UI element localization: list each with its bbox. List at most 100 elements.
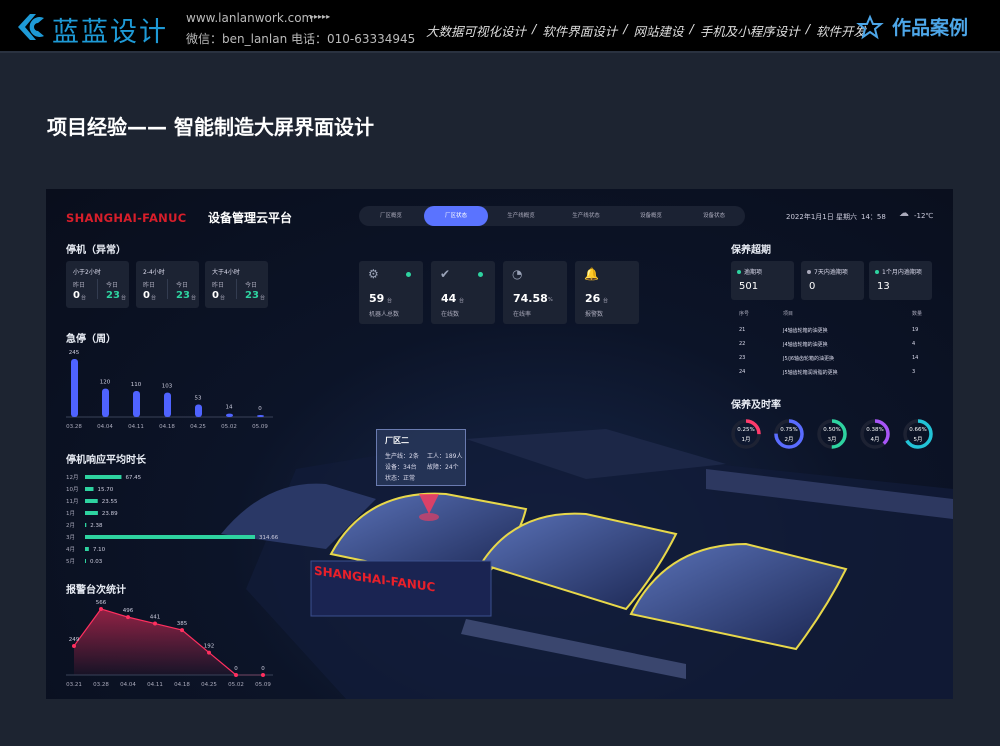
- website[interactable]: www.lanlanwork.com: [186, 11, 314, 25]
- overdue-card: 逾期项 501: [731, 261, 794, 300]
- stat-label: 在线率: [513, 311, 532, 318]
- bar: [85, 523, 87, 527]
- card-label: 小于2小时: [73, 269, 101, 276]
- nav-item[interactable]: 软件开发: [815, 24, 866, 39]
- donut-month: 3月: [827, 437, 837, 443]
- today-value: 23: [245, 290, 259, 301]
- donut-arc: [774, 419, 804, 449]
- tick-label: 10月: [66, 486, 79, 493]
- yesterday-value: 0: [143, 290, 150, 301]
- bar: [85, 487, 94, 491]
- downtime-card: 小于2小时 昨日 今日 0 台 23 台: [66, 261, 129, 308]
- table-header: 序号: [739, 311, 750, 317]
- tick-label: 05.09: [252, 424, 268, 430]
- donut-month: 2月: [784, 437, 794, 443]
- donut-arc: [731, 419, 761, 449]
- tick-label: 04.04: [120, 682, 136, 688]
- donut-value: 0.75%: [780, 427, 798, 433]
- tick-label: 4月: [66, 546, 75, 553]
- nav-item[interactable]: 手机及小程序设计: [699, 24, 800, 39]
- page-title: 项目经验—— 智能制造大屏界面设计: [47, 115, 374, 139]
- yesterday-value: 0: [212, 290, 219, 301]
- today-label: 今日: [245, 282, 258, 289]
- tab-line-status[interactable]: 生产线状态: [572, 213, 600, 219]
- phone: 电话：010-63334945: [291, 32, 416, 46]
- donut-value: 0.25%: [737, 427, 755, 433]
- tick-label: 03.21: [66, 682, 82, 688]
- today-label: 今日: [176, 282, 189, 289]
- factory-3d-scene: [221, 429, 953, 699]
- downtime-card: 2-4小时 昨日 今日 0 台 23 台: [136, 261, 199, 308]
- data-label: 14: [226, 405, 233, 411]
- response-title: 停机响应平均时长: [66, 455, 146, 466]
- stat-value: 44: [441, 292, 457, 305]
- unit: 台: [220, 295, 226, 301]
- tick-label: 04.04: [97, 424, 113, 430]
- bar: [133, 390, 140, 417]
- table-header: 项目: [783, 311, 794, 317]
- today-label: 今日: [106, 282, 119, 289]
- brand-name: 蓝蓝设计: [52, 17, 168, 48]
- estop-title: 急停（周）: [66, 334, 116, 345]
- nav-item[interactable]: 网站建设: [633, 24, 684, 39]
- cases-link[interactable]: 作品案例: [892, 17, 969, 39]
- data-label: 385: [177, 621, 188, 627]
- wechat: 微信：ben_lanlan: [186, 32, 288, 46]
- table-cell: 21: [739, 327, 746, 333]
- unit: 台: [191, 295, 197, 301]
- data-label: 23.55: [102, 499, 118, 505]
- bar: [85, 499, 98, 503]
- data-label: 192: [204, 644, 215, 650]
- donut-value: 0.38%: [866, 427, 884, 433]
- tooltip-faults: 故障：24个: [427, 464, 459, 471]
- tick-label: 03.28: [93, 682, 109, 688]
- stat-label: 在线数: [441, 311, 460, 318]
- tick-label: 04.11: [147, 682, 163, 688]
- data-label: 103: [162, 384, 173, 390]
- data-label: 0.03: [90, 559, 103, 565]
- tick-label: 3月: [66, 534, 75, 541]
- bar: [85, 511, 98, 515]
- tick-label: 12月: [66, 474, 79, 481]
- date: 2022年1月1日 星期六: [786, 213, 857, 221]
- nav-sep: /: [805, 21, 810, 36]
- tab-status-active[interactable]: 厂区状态: [424, 206, 488, 226]
- tab-device-status[interactable]: 设备状态: [702, 213, 725, 219]
- data-point: [72, 643, 76, 648]
- data-point: [261, 673, 265, 677]
- table-cell: 24: [739, 369, 746, 375]
- stat-unit: 台: [387, 298, 393, 304]
- table-header: 数量: [912, 311, 923, 317]
- tick-label: 11月: [66, 498, 79, 505]
- data-label: 110: [131, 382, 142, 388]
- ontime-donut: 0.66% 5月: [902, 418, 934, 450]
- nav-item[interactable]: 大数据可视化设计: [426, 24, 527, 39]
- nav-item[interactable]: 软件界面设计: [542, 24, 618, 39]
- data-point: [180, 628, 184, 633]
- stat-card: ✔ 44 台 在线数: [431, 261, 495, 324]
- arrows: ▸▸▸▸▸: [310, 12, 331, 21]
- overdue-value: 501: [739, 281, 759, 292]
- tab-overview[interactable]: 厂区概览: [379, 213, 402, 219]
- tooltip-workers: 工人：189人: [427, 453, 463, 460]
- tab-line-overview[interactable]: 生产线概览: [507, 213, 535, 219]
- data-label: 245: [69, 350, 80, 356]
- star-icon: [856, 14, 884, 40]
- overdue-label: 逾期项: [744, 269, 763, 276]
- robot-arm-icon: ⚙: [368, 267, 379, 281]
- temperature: -12℃: [914, 212, 934, 220]
- platform-title: 设备管理云平台: [208, 211, 293, 225]
- overdue-label: 7天内逾期项: [814, 269, 848, 276]
- tick-label: 04.18: [159, 424, 175, 430]
- donut-month: 5月: [913, 437, 923, 443]
- ontime-donut: 0.38% 4月: [859, 418, 891, 450]
- ontime-donut: 0.25% 1月: [730, 418, 762, 450]
- tick-label: 1月: [66, 510, 75, 517]
- bar: [85, 559, 86, 563]
- stat-value: 74.58: [513, 292, 548, 305]
- tab-device-overview[interactable]: 设备概览: [639, 213, 662, 219]
- donut-arc: [903, 419, 933, 449]
- tooltip-status: 状态：正常: [385, 475, 416, 482]
- donut-arc: [860, 419, 890, 449]
- data-label: 53: [195, 395, 202, 401]
